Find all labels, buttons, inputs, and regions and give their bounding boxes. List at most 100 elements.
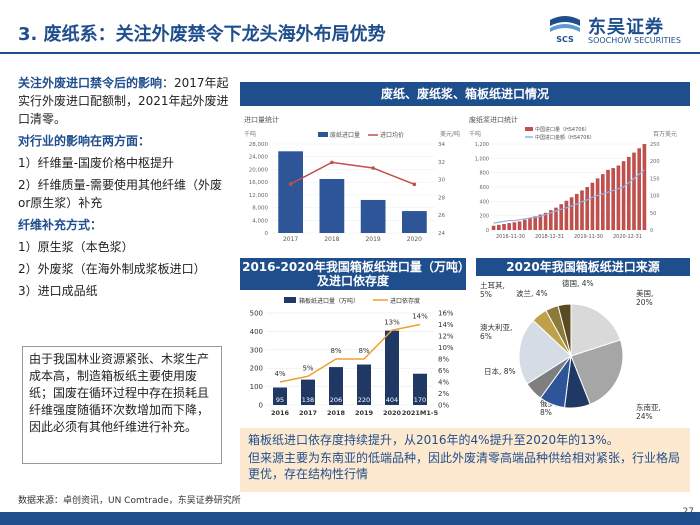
bar <box>564 200 569 230</box>
note-box: 由于我国林业资源紧张、木浆生产成本高，制造箱板纸主要使用废纸；国废在循环过程中存… <box>22 346 222 464</box>
bar <box>590 182 595 230</box>
bar <box>543 212 548 230</box>
bar-value-label: 220 <box>358 396 370 404</box>
y2-tick-label: 34 <box>438 142 445 148</box>
y-tick-label: 200 <box>479 214 489 220</box>
left-paragraph-1: 关注外废进口禁令后的影响：2017年起实行外废进口配额制，2021年起外废进口清… <box>18 74 230 128</box>
callout-line-2: 但来源主要为东南亚的低端品种，因此外废清零高端品种供给相对紧张，行业格局更优，存… <box>248 451 681 481</box>
line-value-label: 8% <box>330 347 341 355</box>
bar <box>507 223 512 230</box>
y2-tick-label: 4% <box>438 379 449 387</box>
bar <box>626 156 631 230</box>
bar <box>600 174 605 230</box>
price-line <box>290 161 415 186</box>
mid-right-banner: 2020年我国箱板纸进口来源 <box>476 258 690 276</box>
y-tick-label: 1,000 <box>475 156 489 162</box>
bar <box>273 387 287 405</box>
bar-value-label: 404 <box>386 396 398 404</box>
chart-title: 废纸浆进口统计 <box>469 115 518 124</box>
y2-tick-label: 14% <box>438 321 454 329</box>
y-tick-label: 400 <box>250 328 263 336</box>
bar <box>580 190 584 230</box>
legend-label: 进口依存度 <box>390 297 420 305</box>
x-tick-label: 2020 <box>383 409 402 417</box>
pie-slice <box>557 303 572 357</box>
data-source: 数据来源：卓创资讯，UN Comtrade，东吴证券研究所 <box>18 496 241 506</box>
y2-tick-label: 100 <box>650 194 660 200</box>
y2-tick-label: 200 <box>650 159 660 165</box>
left-paragraph-6: 1）原生浆（本色浆） <box>18 240 134 254</box>
bar <box>278 151 303 233</box>
x-tick-label: 2019 <box>365 236 380 243</box>
bar <box>569 197 574 230</box>
x-tick-label: 2016-11-30 <box>496 234 525 240</box>
y-tick-label: 24,000 <box>249 155 269 161</box>
header: 3. 废纸系：关注外废禁令下龙头海外布局优势 SCS 东吴证券 SOOCHOW … <box>0 0 700 56</box>
bar <box>616 165 621 230</box>
line-value-label: 14% <box>412 313 428 321</box>
y-tick-label: 16,000 <box>249 180 269 186</box>
left-p1-head: 关注外废进口禁令后的影响 <box>18 76 163 90</box>
page-number: 27 <box>682 507 694 517</box>
bar-value-label: 138 <box>302 396 314 404</box>
conclusion-callout: 箱板纸进口依存度持续提升，从2016年的4%提升至2020年的13%。 但来源主… <box>240 428 690 492</box>
top-panel-banner: 废纸、废纸浆、箱板纸进口情况 <box>240 82 690 106</box>
bar <box>533 216 538 230</box>
bar <box>621 161 626 230</box>
bar-value-label: 95 <box>276 396 284 404</box>
x-tick-label: 2020-12-31 <box>613 234 642 240</box>
line-value-label: 4% <box>274 370 285 378</box>
amount-line <box>493 169 645 224</box>
bar <box>496 224 501 230</box>
bar <box>642 144 647 230</box>
bar <box>512 222 517 230</box>
bar <box>548 210 553 230</box>
pie-label: 美国, 20% <box>636 288 653 307</box>
left-paragraph-2: 对行业的影响在两方面： <box>18 134 151 148</box>
bar <box>538 214 543 230</box>
y2-tick-label: 12% <box>438 333 454 341</box>
logo-text-cn: 东吴证券 <box>588 17 664 38</box>
y-tick-label: 600 <box>479 185 489 191</box>
pie-label: 波兰, 4% <box>516 288 548 298</box>
y2-tick-label: 250 <box>650 142 660 148</box>
mid-left-banner: 2016-2020年我国箱板纸进口量（万吨）及进口依存度 <box>240 258 466 290</box>
pie-slice <box>518 319 572 385</box>
bar <box>611 168 616 230</box>
header-divider <box>0 52 700 54</box>
x-tick-label: 2017 <box>299 409 317 417</box>
y2-tick-label: 2% <box>438 390 449 398</box>
bar-value-label: 206 <box>330 396 342 404</box>
bar <box>559 204 564 230</box>
bar <box>574 193 579 230</box>
x-tick-label: 2020 <box>407 236 422 243</box>
x-tick-label: 2021M1-5 <box>402 409 439 417</box>
bar <box>319 178 345 233</box>
pie-label: 日本, 8% <box>484 366 516 376</box>
bar <box>585 187 590 230</box>
left-paragraph-5: 纤维补充方式： <box>18 218 103 232</box>
y-tick-label: 0 <box>486 228 489 234</box>
y-tick-label: 100 <box>250 383 263 391</box>
y-tick-label: 20,000 <box>249 167 269 173</box>
left-paragraph-7: 2）外废浆（在海外制成浆板进口） <box>18 262 206 276</box>
y-tick-label: 4,000 <box>252 218 268 224</box>
bar <box>413 373 427 405</box>
bar <box>517 221 522 230</box>
x-tick-label: 2018 <box>327 409 346 417</box>
line-value-label: 8% <box>358 347 369 355</box>
legend-label: 进口均价 <box>380 131 404 139</box>
y-tick-label: 28,000 <box>249 142 269 148</box>
y-tick-label: 400 <box>479 199 489 205</box>
bar <box>632 152 636 230</box>
y2-tick-label: 26 <box>438 213 445 219</box>
legend-swatch-bar <box>284 297 296 303</box>
y-tick-label: 300 <box>250 346 263 354</box>
y2-tick-label: 24 <box>438 231 445 237</box>
legend-swatch-bar <box>318 132 328 137</box>
pie-slice <box>570 303 622 357</box>
y2-tick-label: 8% <box>438 356 449 364</box>
callout-line-1: 箱板纸进口依存度持续提升，从2016年的4%提升至2020年的13%。 <box>248 433 619 447</box>
y2-tick-label: 6% <box>438 367 449 375</box>
y2-tick-label: 16% <box>438 310 454 318</box>
